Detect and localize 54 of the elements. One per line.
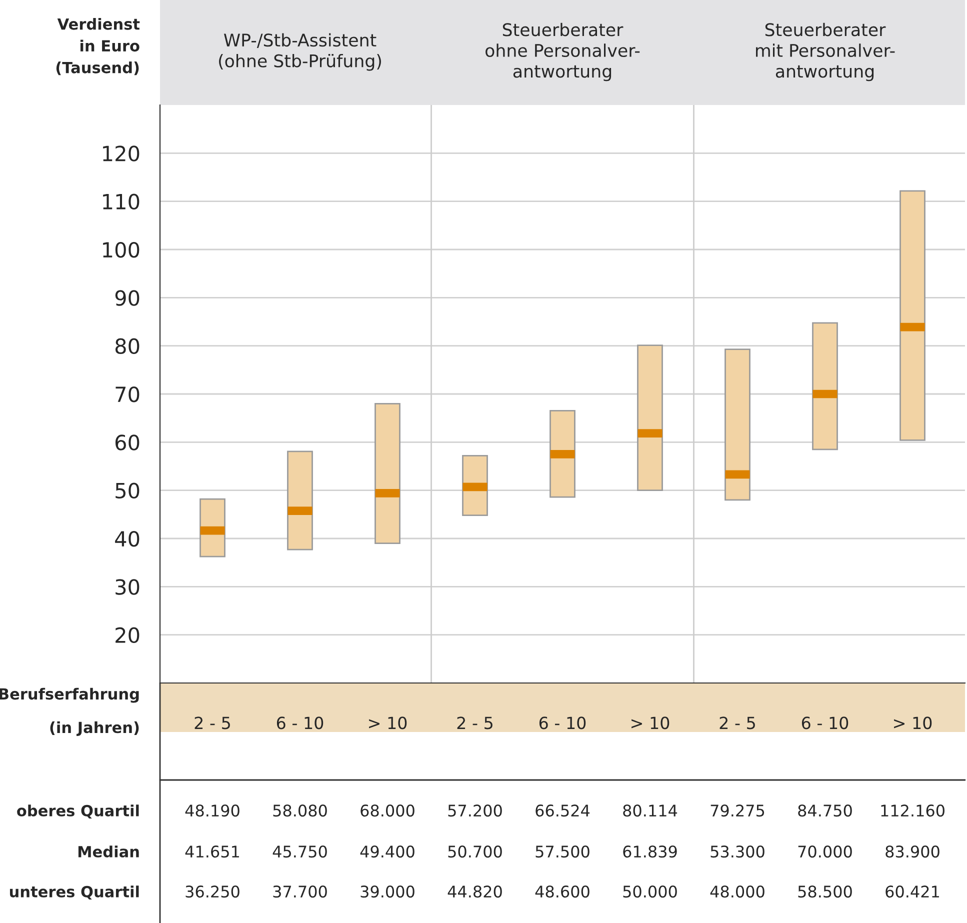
- y-tick-label: 110: [103, 194, 140, 210]
- text: 50.000: [623, 886, 677, 898]
- text: 66.524: [536, 804, 590, 817]
- text: 80.114: [623, 804, 678, 817]
- text: 36.250: [186, 886, 240, 898]
- text: 37.700: [273, 886, 327, 898]
- text: 83.900: [886, 846, 940, 858]
- x-tick-label: 6 - 10: [802, 716, 848, 730]
- y-tick-label: 80: [115, 338, 140, 354]
- text: Steuerberater ohne Personalver- antwortung: [486, 22, 640, 82]
- y-tick-label: 90: [115, 290, 140, 306]
- y-tick-label: 20: [116, 627, 140, 644]
- x-tick-label: > 10: [369, 716, 407, 730]
- x-tick-label: 6 - 10: [539, 716, 586, 730]
- x-tick-label: 6 - 10: [276, 716, 324, 730]
- text: 41.651: [185, 846, 239, 858]
- text: Median: [78, 846, 139, 858]
- y-tick-label: 120: [103, 146, 140, 162]
- x-tick-label: 2 - 5: [457, 716, 492, 730]
- x-tick-label: 2 - 5: [194, 716, 230, 730]
- text: 79.275: [710, 804, 764, 817]
- y-tick-label: 50: [116, 482, 140, 499]
- y-tick-label: 100: [103, 242, 140, 258]
- text: 57.500: [536, 846, 590, 858]
- text: 48.000: [710, 886, 764, 898]
- text: 60.421: [886, 886, 939, 898]
- text: 84.750: [798, 804, 852, 817]
- text: 61.839: [623, 846, 677, 858]
- text: 68.000: [360, 804, 414, 817]
- y-tick-label: 70: [116, 386, 140, 402]
- text: 58.080: [273, 804, 327, 817]
- text: 49.400: [360, 846, 414, 858]
- text: 45.750: [272, 846, 327, 858]
- text: 48.190: [185, 804, 240, 817]
- x-tick-label: 2 - 5: [720, 716, 755, 730]
- x-tick-label: > 10: [632, 716, 670, 730]
- text: oberes Quartil: [17, 804, 139, 818]
- text: 39.000: [360, 886, 414, 898]
- text: Steuerberater mit Personalver- antwortung: [756, 22, 895, 82]
- y-tick-label: 30: [116, 579, 140, 595]
- text: 50.700: [448, 846, 502, 858]
- text: unteres Quartil: [10, 886, 139, 900]
- text: 57.200: [448, 804, 502, 817]
- text: WP-/Stb-Assistent (ohne Stb-Prüfung): [219, 33, 381, 71]
- text: 44.820: [448, 886, 502, 898]
- x-tick-label: > 10: [894, 716, 932, 730]
- text: 53.300: [710, 846, 764, 858]
- text: 70.000: [798, 846, 852, 858]
- text: 58.500: [798, 886, 852, 898]
- text: 112.160: [881, 804, 944, 817]
- text: 48.600: [535, 886, 590, 898]
- y-tick-label: 40: [115, 530, 140, 547]
- y-axis-title: Verdienst in Euro (Tausend): [56, 18, 140, 76]
- y-tick-label: 60: [116, 434, 140, 450]
